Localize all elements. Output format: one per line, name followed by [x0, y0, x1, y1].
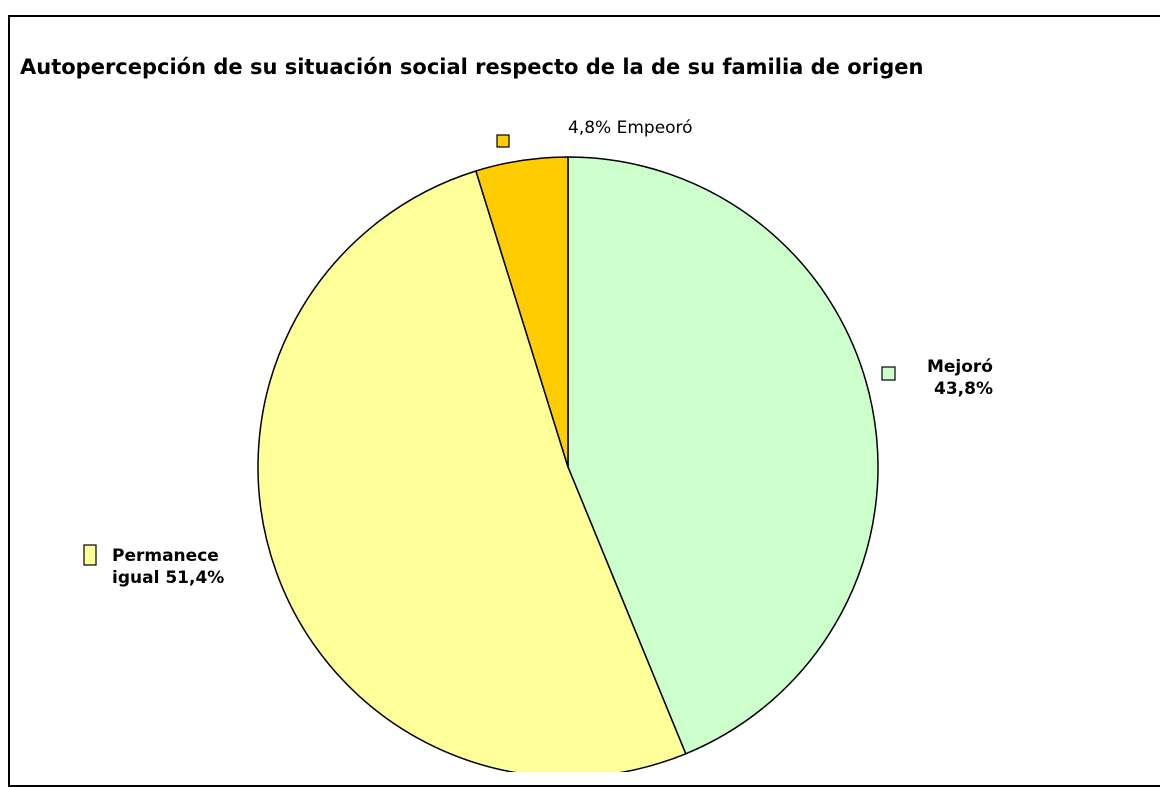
pie-slice: [474, 156, 569, 468]
category-label: Permanece igual: [112, 546, 219, 588]
legend-swatch: [496, 134, 510, 148]
category-label: Empeoró: [616, 118, 693, 138]
slice-label: Mejoró 43,8%: [903, 356, 993, 400]
pie-slice: [567, 156, 879, 755]
pie-slice: [257, 170, 687, 772]
slice-label: Permanece igual 51,4%: [112, 545, 262, 589]
slice-label: 4,8% Empeoró: [568, 117, 693, 139]
category-label: Mejoró: [926, 357, 993, 377]
legend-swatch: [83, 544, 97, 566]
value-label: 43,8%: [934, 379, 993, 399]
chart-title: Autopercepción de su situación social re…: [20, 55, 924, 79]
value-label: 4,8%: [568, 118, 612, 138]
value-label: 51,4%: [165, 568, 225, 588]
legend-swatch: [881, 366, 896, 381]
